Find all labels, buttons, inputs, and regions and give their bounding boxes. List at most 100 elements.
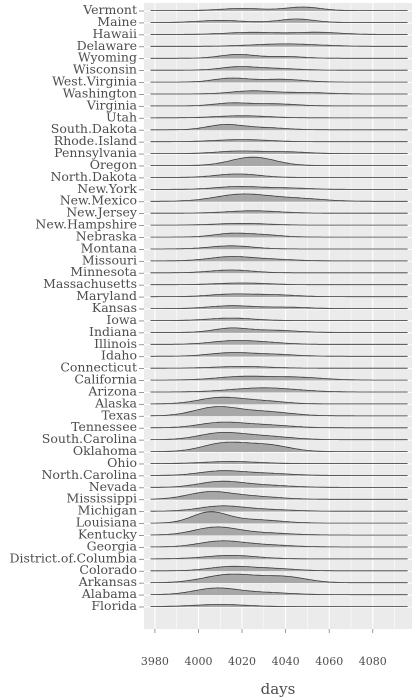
state-label-nevada: Nevada <box>89 479 138 494</box>
state-label-connecticut: Connecticut <box>60 360 137 375</box>
ridge-area-new-jersey <box>150 210 408 214</box>
ridge-line-georgia <box>150 540 408 548</box>
ridge-area-maine <box>150 19 408 23</box>
ridge-area-california <box>150 376 408 381</box>
ridge-line-idaho <box>150 352 408 357</box>
ridge-area-maryland <box>150 293 408 298</box>
plot-panel <box>144 3 412 629</box>
ridge-area-michigan <box>150 505 408 512</box>
ridge-area-nebraska <box>150 233 408 238</box>
ridge-line-minnesota <box>150 269 408 274</box>
ridge-line-colorado <box>150 565 408 572</box>
ridge-line-wisconsin <box>150 66 408 71</box>
x-tick-label: 4080 <box>359 655 387 668</box>
ridge-area-louisiana <box>150 511 408 524</box>
state-label-new-mexico: New.Mexico <box>60 193 137 208</box>
state-label-pennsylvania: Pennsylvania <box>54 145 137 160</box>
state-label-maine: Maine <box>97 14 137 29</box>
state-labels: VermontMaineHawaiiDelawareWyomingWiscons… <box>9 2 144 613</box>
ridge-line-alabama <box>150 587 408 596</box>
ridge-line-iowa <box>150 317 408 321</box>
ridge-line-kentucky <box>150 526 408 536</box>
ridge-line-illinois <box>150 340 408 345</box>
state-label-south-carolina: South.Carolina <box>42 431 138 446</box>
ridge-area-kentucky <box>150 526 408 536</box>
ridge-line-pennsylvania <box>150 150 408 154</box>
ridge-line-indiana <box>150 327 408 333</box>
state-label-west-virginia: West.Virginia <box>52 74 137 89</box>
ridge-line-south-carolina <box>150 432 408 441</box>
ridge-line-kansas <box>150 305 408 309</box>
ridge-area-arkansas <box>150 574 408 584</box>
ridge-area-tennessee <box>150 422 408 429</box>
state-label-hawaii: Hawaii <box>92 26 137 41</box>
ridge-line-nevada <box>150 480 408 488</box>
ridge-line-maine <box>150 18 408 23</box>
state-label-delaware: Delaware <box>77 38 137 53</box>
ridge-line-tennessee <box>150 421 408 429</box>
state-label-north-dakota: North.Dakota <box>50 169 137 184</box>
ridge-line-louisiana <box>150 511 408 524</box>
ridge-area-north-dakota <box>150 174 408 178</box>
ridge-line-new-hampshire <box>150 223 408 226</box>
ridge-area-alaska <box>150 397 408 405</box>
ridge-line-montana <box>150 245 408 250</box>
ridge-line-mississippi <box>150 491 408 500</box>
ridge-area-illinois <box>150 340 408 345</box>
state-label-new-jersey: New.Jersey <box>66 205 138 220</box>
ridge-area-mississippi <box>150 491 408 500</box>
state-label-utah: Utah <box>106 109 137 124</box>
x-axis: 3980 4000 4020 4040 4060 4080 <box>141 629 387 668</box>
state-label-minnesota: Minnesota <box>70 264 137 279</box>
ridge-line-delaware <box>150 43 408 47</box>
ridge-area-nevada <box>150 481 408 488</box>
state-label-texas: Texas <box>101 407 137 422</box>
state-label-wisconsin: Wisconsin <box>73 62 137 77</box>
ridge-line-north-dakota <box>150 173 408 178</box>
ridge-area-south-carolina <box>150 432 408 441</box>
ridge-line-michigan <box>150 505 408 512</box>
ridge-line-texas <box>150 406 408 417</box>
ridge-area-hawaii <box>150 32 408 35</box>
x-axis-title: days <box>261 680 296 698</box>
ridge-line-north-carolina <box>150 470 408 476</box>
state-label-alabama: Alabama <box>81 586 138 601</box>
ridge-area-arizona <box>150 387 408 393</box>
ridge-area-texas <box>150 406 408 417</box>
density-ridges <box>150 6 408 607</box>
ridge-line-oklahoma <box>150 441 408 452</box>
state-label-illinois: Illinois <box>94 336 137 351</box>
state-label-washington: Washington <box>63 85 137 100</box>
ridge-line-rhode-island <box>150 139 408 143</box>
ridge-area-alabama <box>150 587 408 596</box>
state-label-new-hampshire: New.Hampshire <box>35 217 137 232</box>
state-label-mississippi: Mississippi <box>67 491 137 506</box>
state-label-iowa: Iowa <box>106 312 137 327</box>
state-label-california: California <box>74 372 137 387</box>
state-label-virginia: Virginia <box>86 97 138 112</box>
state-label-rhode-island: Rhode.Island <box>54 133 137 148</box>
ridge-line-nebraska <box>150 232 408 238</box>
ridge-line-new-jersey <box>150 210 408 214</box>
state-label-michigan: Michigan <box>78 503 137 518</box>
ridge-line-connecticut <box>150 366 408 369</box>
ridge-line-south-dakota <box>150 124 408 131</box>
state-label-montana: Montana <box>81 240 138 255</box>
x-tick-label: 4060 <box>315 655 343 668</box>
state-label-district-of-columbia: District.of.Columbia <box>9 550 137 565</box>
ridge-line-california <box>150 375 408 381</box>
state-label-oregon: Oregon <box>90 157 137 172</box>
ridge-line-utah <box>150 115 408 119</box>
state-label-missouri: Missouri <box>82 252 137 267</box>
ridge-line-virginia <box>150 102 408 107</box>
ridge-area-new-york <box>150 186 408 190</box>
ridge-line-oregon <box>150 156 408 166</box>
ridge-line-ohio <box>150 461 408 464</box>
ridge-line-district-of-columbia <box>150 555 408 560</box>
ridge-line-florida <box>150 604 408 607</box>
ridge-line-west-virginia <box>150 77 408 83</box>
state-label-georgia: Georgia <box>87 538 138 553</box>
state-label-nebraska: Nebraska <box>76 228 138 243</box>
state-label-wyoming: Wyoming <box>78 50 137 65</box>
ridge-line-new-york <box>150 186 408 190</box>
